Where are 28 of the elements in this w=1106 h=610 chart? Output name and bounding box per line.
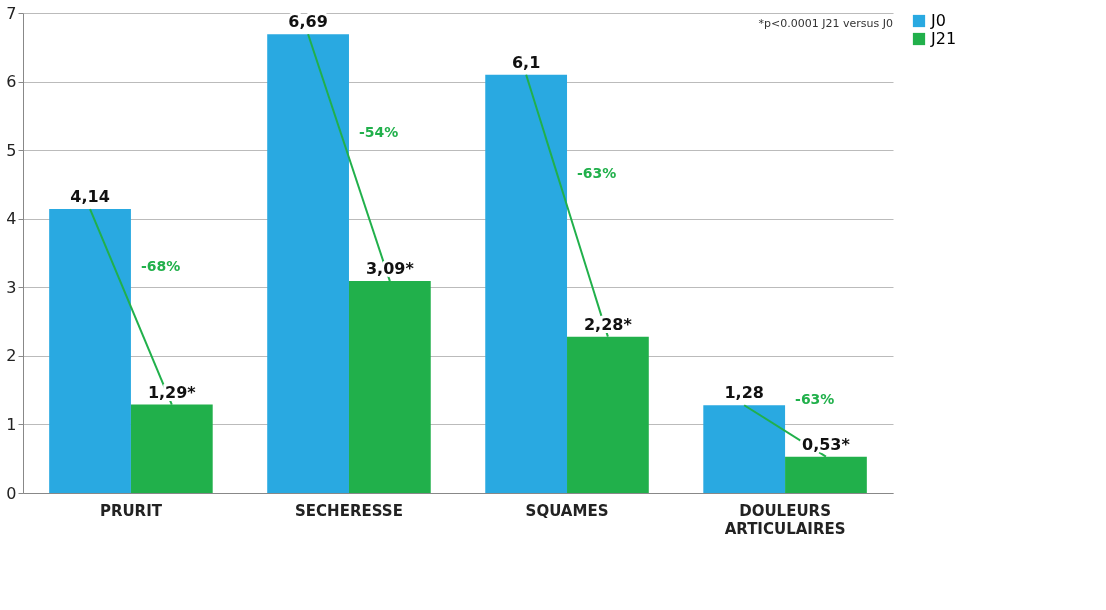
annotation: -63%: [795, 391, 835, 408]
data-label: 6,1: [511, 52, 541, 72]
bar: [703, 405, 786, 493]
data-label: 6,69: [288, 12, 328, 32]
annotation: *p<0.0001 J21 versus J0: [758, 17, 893, 30]
x-tick-label: SQUAMES: [525, 501, 609, 520]
y-tick-label: 4: [6, 209, 17, 229]
y-tick-label: 3: [6, 277, 17, 297]
legend-label: J21: [930, 29, 957, 48]
x-tick-label: PRURIT: [99, 501, 163, 520]
y-tick-label: 0: [6, 483, 17, 503]
x-tick-label: DOULEURS ARTICULAIRES: [724, 501, 846, 538]
x-tick-label: SECHERESSE: [295, 501, 403, 520]
data-label: 4,14: [70, 187, 110, 207]
annotation: -63%: [577, 165, 617, 182]
bar: [267, 34, 349, 493]
annotation: -54%: [358, 124, 399, 140]
y-tick-label: 1: [6, 414, 17, 434]
annotation: -68%: [140, 257, 181, 274]
data-label: 0,53*: [802, 434, 851, 454]
data-label: 1,28: [724, 383, 764, 403]
bar: [485, 74, 568, 493]
y-tick-label: 6: [6, 72, 17, 92]
y-tick-label: 2: [6, 346, 17, 366]
bar: [49, 209, 131, 493]
legend-label: J0: [930, 11, 946, 30]
y-tick-label: 5: [6, 140, 17, 160]
y-tick-label: 7: [6, 3, 17, 23]
